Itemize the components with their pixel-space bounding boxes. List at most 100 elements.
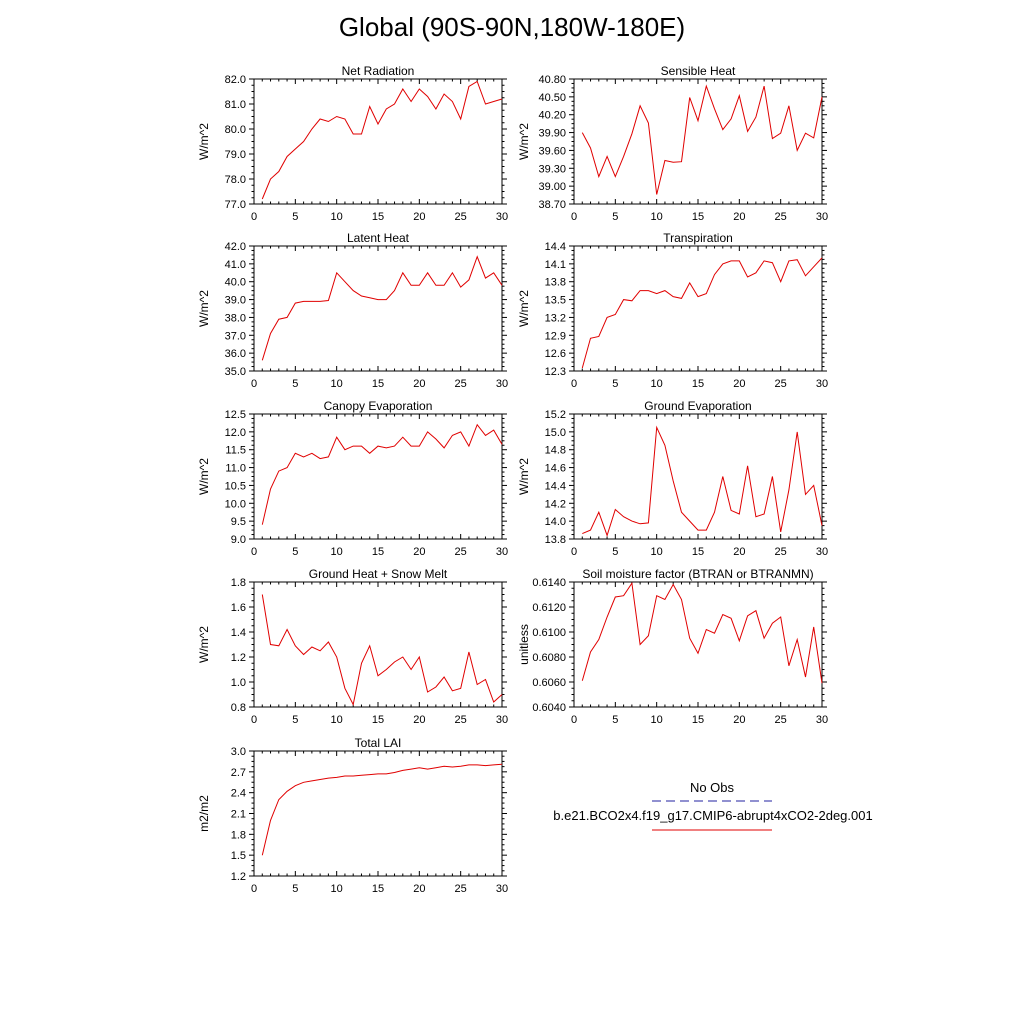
series-line <box>582 425 823 537</box>
x-tick-label: 25 <box>455 546 467 558</box>
y-tick-label: 39.30 <box>538 163 566 175</box>
y-tick-label: 12.6 <box>545 348 566 360</box>
y-tick-label: 12.3 <box>545 366 566 378</box>
plot-frame <box>253 78 503 205</box>
y-tick-label: 0.6080 <box>532 652 566 664</box>
x-tick-label: 30 <box>496 211 508 223</box>
y-tick-label: 14.4 <box>545 480 566 492</box>
y-tick-label: 39.00 <box>538 181 566 193</box>
y-tick-label: 12.5 <box>225 409 246 421</box>
y-tick-label: 15.0 <box>545 427 566 439</box>
y-tick-label: 13.8 <box>545 534 566 546</box>
y-tick-label: 14.6 <box>545 463 566 475</box>
x-tick-label: 0 <box>571 546 577 558</box>
y-tick-label: 9.0 <box>231 534 246 546</box>
series-line <box>581 84 823 195</box>
x-tick-label: 20 <box>413 211 425 223</box>
series-line <box>261 423 503 525</box>
x-tick-label: 10 <box>331 714 343 726</box>
series-line <box>581 581 823 684</box>
y-axis-label: W/m^2 <box>197 123 211 160</box>
x-tick-label: 20 <box>733 714 745 726</box>
y-tick-label: 14.0 <box>545 516 566 528</box>
panel-ground-evaporation: Ground Evaporation W/m^2 0 5 10 15 20 25 30 13.8 1… <box>517 399 828 558</box>
y-tick-label: 14.8 <box>545 445 566 457</box>
series-line <box>261 763 503 856</box>
legend-obs-label: No Obs <box>690 780 735 795</box>
x-tick-label: 0 <box>571 714 577 726</box>
y-tick-label: 0.6140 <box>532 577 566 589</box>
panel-title: Total LAI <box>355 736 402 750</box>
x-tick-label: 25 <box>775 714 787 726</box>
y-tick-label: 40.0 <box>225 277 246 289</box>
y-axis-label: unitless <box>517 624 531 665</box>
x-tick-label: 0 <box>251 883 257 895</box>
panel-latent-heat: Latent Heat W/m^2 0 5 10 15 20 25 30 35.0 36.0 37.0… <box>197 231 508 390</box>
x-tick-label: 0 <box>251 378 257 390</box>
x-tick-label: 15 <box>372 883 384 895</box>
x-tick-label: 15 <box>692 714 704 726</box>
x-tick-label: 0 <box>251 714 257 726</box>
panel-title: Sensible Heat <box>661 64 736 78</box>
x-tick-label: 30 <box>496 378 508 390</box>
plot-frame <box>253 413 503 540</box>
panel-title: Ground Heat + Snow Melt <box>309 567 448 581</box>
y-tick-label: 37.0 <box>225 330 246 342</box>
panel-title: Latent Heat <box>347 231 410 245</box>
x-tick-label: 5 <box>292 883 298 895</box>
x-tick-label: 5 <box>612 546 618 558</box>
x-tick-label: 20 <box>413 883 425 895</box>
x-tick-label: 30 <box>496 546 508 558</box>
figure-title: Global (90S-90N,180W-180E) <box>338 12 686 42</box>
y-axis-label: W/m^2 <box>517 290 531 327</box>
plot-frame <box>573 78 823 205</box>
y-tick-label: 9.5 <box>231 516 246 528</box>
series-line <box>261 594 503 707</box>
y-tick-label: 11.0 <box>225 463 246 475</box>
y-tick-label: 1.6 <box>231 602 246 614</box>
x-tick-label: 0 <box>571 211 577 223</box>
x-tick-label: 25 <box>775 211 787 223</box>
y-tick-label: 77.0 <box>225 199 246 211</box>
x-tick-label: 10 <box>331 546 343 558</box>
y-tick-label: 1.4 <box>231 627 246 639</box>
y-tick-label: 0.8 <box>231 702 246 714</box>
x-tick-label: 10 <box>331 378 343 390</box>
y-tick-label: 2.1 <box>231 809 246 821</box>
legend: No Obs b.e21.BCO2x4.f19_g17.CMIP6-abrupt… <box>553 780 873 831</box>
y-tick-label: 78.0 <box>225 174 246 186</box>
y-tick-label: 13.8 <box>545 277 566 289</box>
x-tick-label: 15 <box>692 378 704 390</box>
series-line <box>581 257 823 369</box>
y-tick-label: 39.0 <box>225 295 246 307</box>
x-tick-label: 10 <box>331 883 343 895</box>
x-tick-label: 25 <box>775 546 787 558</box>
x-tick-label: 10 <box>651 546 663 558</box>
plot-frame <box>573 413 823 540</box>
x-tick-label: 5 <box>292 714 298 726</box>
x-tick-label: 10 <box>651 378 663 390</box>
panel-soil-moisture-factor-btran-or-btranmn: Soil moisture factor (BTRAN or BTRANMN) u… <box>517 567 828 726</box>
plot-frame <box>573 245 823 372</box>
legend-model-label: b.e21.BCO2x4.f19_g17.CMIP6-abrupt4xCO2-2… <box>553 808 872 823</box>
y-tick-label: 80.0 <box>225 124 246 136</box>
y-tick-label: 81.0 <box>225 99 246 111</box>
panel-ground-heat-snow-melt: Ground Heat + Snow Melt W/m^2 0 5 10 15 20 25 30… <box>197 567 508 726</box>
plot-frame <box>253 581 503 708</box>
y-axis-label: W/m^2 <box>517 458 531 495</box>
y-tick-label: 13.5 <box>545 295 566 307</box>
x-tick-label: 5 <box>292 211 298 223</box>
y-tick-label: 35.0 <box>225 366 246 378</box>
y-tick-label: 3.0 <box>231 746 246 758</box>
y-tick-label: 12.0 <box>225 427 246 439</box>
y-tick-label: 41.0 <box>225 259 246 271</box>
x-tick-label: 0 <box>251 546 257 558</box>
y-tick-label: 1.8 <box>231 577 246 589</box>
y-tick-label: 40.80 <box>538 74 566 86</box>
x-tick-label: 15 <box>692 211 704 223</box>
series-line <box>261 255 503 361</box>
x-tick-label: 15 <box>372 378 384 390</box>
y-tick-label: 14.4 <box>545 241 566 253</box>
y-tick-label: 39.60 <box>538 145 566 157</box>
